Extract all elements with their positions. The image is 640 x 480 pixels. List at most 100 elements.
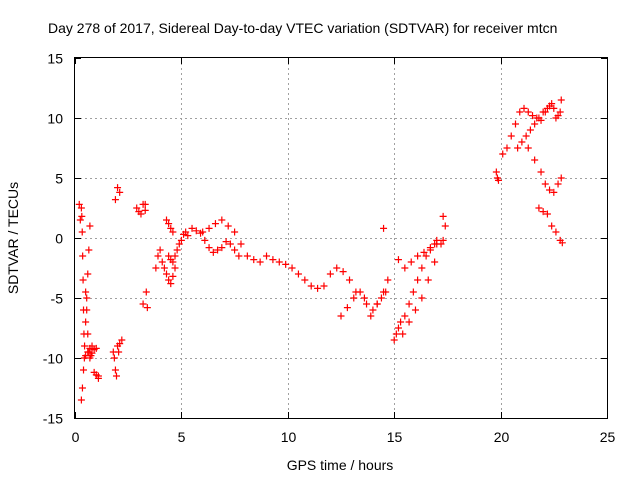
data-point [531,120,539,128]
data-point [380,288,388,296]
data-point [141,200,149,208]
data-point [516,108,524,116]
x-tick-label: 25 [600,429,616,445]
data-point [80,366,88,374]
data-point [431,258,439,266]
data-point [550,104,558,112]
data-point [275,258,283,266]
data-point [205,224,213,232]
data-point [167,280,175,288]
data-point [492,168,500,176]
data-point [537,168,545,176]
data-point [78,384,86,392]
data-point [314,284,322,292]
data-point [350,294,358,302]
data-point [82,352,90,360]
data-point [520,104,528,112]
data-point [169,272,177,280]
data-point [511,120,519,128]
data-point [137,210,145,218]
x-tick-label: 15 [387,429,403,445]
data-point [539,208,547,216]
data-point [142,288,150,296]
data-point [192,227,200,235]
data-point [367,312,375,320]
data-point [422,252,430,260]
data-point [405,300,413,308]
y-tick-label: -5 [51,291,64,307]
data-point [86,222,94,230]
data-point [384,276,392,284]
data-point [177,236,185,244]
data-point [407,258,415,266]
data-point [169,258,177,266]
data-point [539,108,547,116]
data-point [143,304,151,312]
data-point [173,246,181,254]
data-point [269,256,277,264]
data-point [116,188,124,196]
data-point [301,276,309,284]
data-point [333,264,341,272]
data-point [535,204,543,212]
data-point [394,324,402,332]
axis-ticks: 0 5 10 15 20 25 -15 -10 -5 0 5 10 15 [43,51,616,446]
x-axis-label: GPS time / hours [287,457,394,473]
y-axis-label: SDTVAR / TECUs [5,182,21,294]
data-point [343,304,351,312]
y-tick-label: 0 [55,231,63,247]
data-point [158,258,166,266]
data-point [163,270,171,278]
data-point [392,330,400,338]
data-point [552,114,560,122]
data-point [115,348,123,356]
data-point [557,174,565,182]
data-point [524,108,532,116]
data-point [171,252,179,260]
data-point [346,276,354,284]
data-point [112,372,120,380]
data-point [426,244,434,252]
data-point [503,144,511,152]
data-point [499,150,507,158]
data-point [507,132,515,140]
data-point [414,276,422,284]
data-point [165,220,173,228]
data-point [84,348,92,356]
data-point [518,138,526,146]
data-point [214,246,222,254]
x-tick-label: 5 [178,429,186,445]
data-point [165,276,173,284]
y-tick-label: 5 [55,171,63,187]
data-point [154,252,162,260]
data-point [92,344,100,352]
data-point [529,112,537,120]
data-point [231,228,239,236]
data-point [182,228,190,236]
data-point [256,258,264,266]
data-point [85,246,93,254]
data-point [401,312,409,320]
x-tick-label: 20 [494,429,510,445]
data-point [224,222,232,230]
data-point [543,104,551,112]
data-point [171,264,179,272]
data-point [184,232,192,240]
data-point [175,240,183,248]
data-point [363,300,371,308]
data-point [237,240,245,248]
data-point [409,288,417,296]
plot-frame [74,57,608,419]
y-tick-label: -10 [43,351,63,367]
chart-title: Day 278 of 2017, Sidereal Day-to-day VTE… [48,20,557,36]
x-tick-label: 0 [72,429,80,445]
y-tick-label: -15 [43,411,63,427]
data-point [79,252,87,260]
data-point [535,114,543,122]
data-point [356,288,364,296]
data-point [110,354,118,362]
data-point [439,236,447,244]
data-point [411,306,419,314]
data-point [377,294,385,302]
data-point [235,252,243,260]
